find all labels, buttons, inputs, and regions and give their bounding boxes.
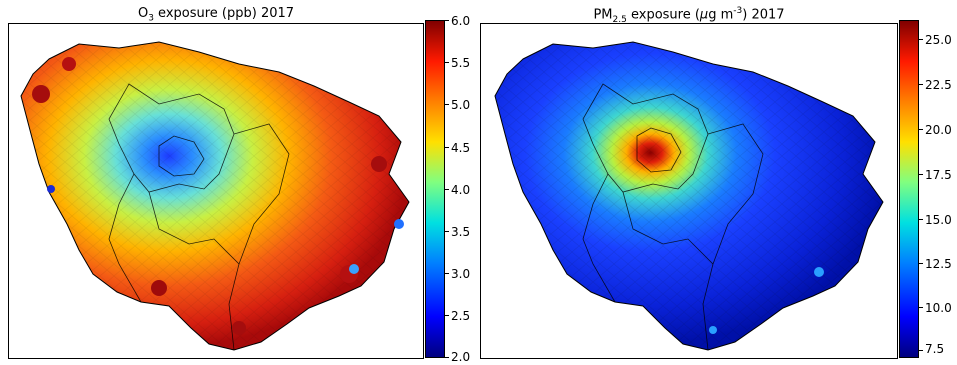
pm25-tick-label: 17.5 xyxy=(925,168,952,182)
o3-tick-label: 6.0 xyxy=(451,14,471,28)
o3-hotspot-patches xyxy=(32,57,404,335)
pm25-panel: PM2.5 exposure (μg m-3) 2017 xyxy=(470,0,957,365)
o3-tick-label: 5.5 xyxy=(451,56,471,70)
o3-title: O3 exposure (ppb) 2017 xyxy=(137,6,295,24)
o3-colorbar xyxy=(425,20,445,358)
o3-tick-label: 4.5 xyxy=(451,141,471,155)
o3-department-borders xyxy=(108,83,290,351)
o3-map xyxy=(20,41,410,351)
pm25-tick-label: 7.5 xyxy=(925,342,945,356)
o3-tick-label: 2.5 xyxy=(451,309,471,323)
o3-tick-label: 4.0 xyxy=(451,183,471,197)
pm25-colorbar xyxy=(899,20,919,358)
o3-tick-label: 3.5 xyxy=(451,225,471,239)
o3-tick-label: 5.0 xyxy=(451,98,471,112)
pm25-tick-label: 25.0 xyxy=(925,33,952,47)
pm25-hotspot-patches xyxy=(709,267,824,334)
o3-tick-label: 2.0 xyxy=(451,350,471,364)
o3-map-frame xyxy=(8,23,424,359)
pm25-map xyxy=(494,41,884,351)
pm25-tick-label: 15.0 xyxy=(925,213,952,227)
pm25-title: PM2.5 exposure (μg m-3) 2017 xyxy=(593,6,785,25)
o3-tick-label: 3.0 xyxy=(451,267,471,281)
pm25-tick-label: 22.5 xyxy=(925,78,952,92)
pm25-tick-label: 10.0 xyxy=(925,301,952,315)
pm25-tick-label: 20.0 xyxy=(925,123,952,137)
pm25-department-borders xyxy=(582,83,764,351)
pm25-tick-label: 12.5 xyxy=(925,257,952,271)
o3-panel: O3 exposure (ppb) 2017 xyxy=(0,0,470,365)
pm25-map-frame xyxy=(480,23,898,359)
